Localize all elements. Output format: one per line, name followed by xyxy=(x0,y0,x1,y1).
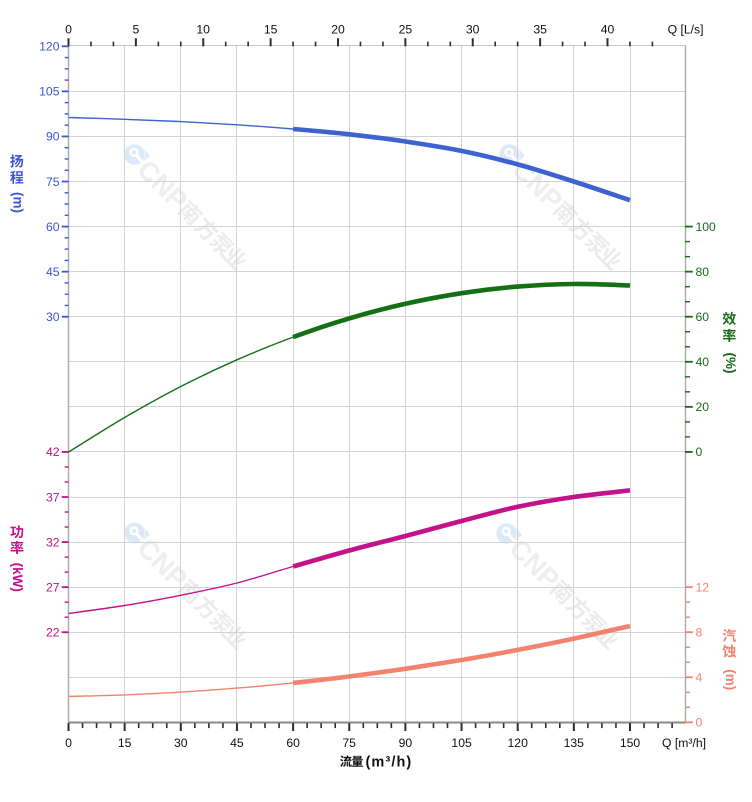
svg-text:90: 90 xyxy=(46,130,60,144)
svg-text:60: 60 xyxy=(46,220,60,234)
svg-text:(m): (m) xyxy=(11,192,26,213)
svg-text:135: 135 xyxy=(564,736,585,750)
svg-text:25: 25 xyxy=(399,23,413,37)
svg-text:10: 10 xyxy=(196,23,210,37)
svg-text:45: 45 xyxy=(46,265,60,279)
svg-text:30: 30 xyxy=(174,736,188,750)
svg-text:5: 5 xyxy=(133,23,140,37)
svg-text:0: 0 xyxy=(696,716,703,730)
svg-text:4: 4 xyxy=(696,671,703,685)
svg-text:90: 90 xyxy=(399,736,413,750)
svg-text:37: 37 xyxy=(46,490,60,504)
svg-text:(%): (%) xyxy=(723,353,738,374)
svg-text:150: 150 xyxy=(620,736,641,750)
svg-text:60: 60 xyxy=(696,310,710,324)
svg-text:15: 15 xyxy=(264,23,278,37)
svg-text:100: 100 xyxy=(696,220,717,234)
svg-text:22: 22 xyxy=(46,626,60,640)
svg-text:42: 42 xyxy=(46,445,60,459)
svg-text:105: 105 xyxy=(39,85,60,99)
svg-text:0: 0 xyxy=(65,23,72,37)
svg-text:60: 60 xyxy=(286,736,300,750)
svg-text:Q [m³/h]: Q [m³/h] xyxy=(662,736,706,750)
svg-text:40: 40 xyxy=(696,355,710,369)
svg-text:20: 20 xyxy=(696,400,710,414)
svg-text:32: 32 xyxy=(46,535,60,549)
svg-text:40: 40 xyxy=(601,23,615,37)
svg-text:20: 20 xyxy=(331,23,345,37)
svg-text:80: 80 xyxy=(696,265,710,279)
svg-text:8: 8 xyxy=(696,626,703,640)
svg-text:0: 0 xyxy=(696,445,703,459)
svg-text:15: 15 xyxy=(118,736,132,750)
svg-text:35: 35 xyxy=(533,23,547,37)
svg-text:Q [L/s]: Q [L/s] xyxy=(668,23,704,37)
svg-text:75: 75 xyxy=(342,736,356,750)
svg-text:30: 30 xyxy=(46,310,60,324)
svg-text:27: 27 xyxy=(46,580,60,594)
svg-text:(kW): (kW) xyxy=(10,563,25,592)
svg-text:105: 105 xyxy=(451,736,472,750)
svg-text:(m³/h): (m³/h) xyxy=(366,754,413,770)
svg-text:30: 30 xyxy=(466,23,480,37)
svg-text:75: 75 xyxy=(46,175,60,189)
svg-text:0: 0 xyxy=(65,736,72,750)
svg-text:120: 120 xyxy=(508,736,529,750)
svg-text:120: 120 xyxy=(39,40,60,54)
svg-text:12: 12 xyxy=(696,580,710,594)
svg-text:(m): (m) xyxy=(723,669,738,690)
svg-text:45: 45 xyxy=(230,736,244,750)
